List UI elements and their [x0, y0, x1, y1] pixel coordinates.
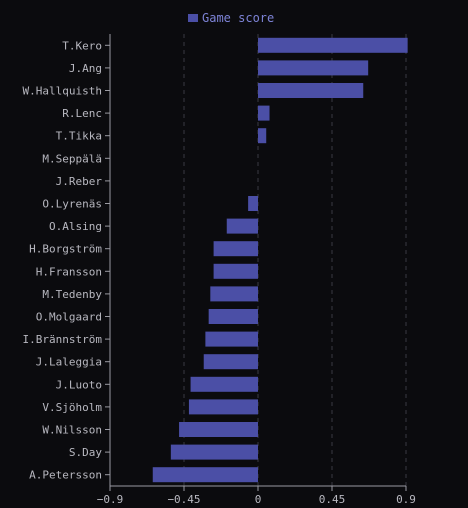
y-tick-label: W.Nilsson: [42, 424, 102, 437]
bar: [213, 241, 258, 257]
y-tick-label: O.Alsing: [49, 220, 102, 233]
y-tick-label: J.Ang: [69, 62, 102, 75]
bars: [152, 37, 408, 483]
y-tick-label: J.Reber: [56, 175, 103, 188]
bar: [203, 354, 258, 370]
bar: [248, 196, 258, 211]
y-tick-label: H.Fransson: [36, 265, 102, 278]
grid-lines: [109, 34, 407, 486]
bar: [152, 467, 258, 483]
y-tick-label: H.Borgström: [29, 243, 102, 256]
y-tick-label: T.Tikka: [56, 130, 102, 143]
bar: [208, 309, 258, 324]
y-tick-label: M.Tedenby: [42, 288, 102, 301]
y-tick-label: T.Kero: [62, 39, 102, 52]
y-tick-label: V.Sjöholm: [42, 401, 102, 414]
bar: [188, 399, 258, 415]
x-tick-label: 0.9: [396, 493, 416, 506]
y-tick-label: A.Petersson: [29, 469, 102, 482]
bar: [258, 105, 270, 121]
bar: [258, 128, 267, 144]
y-tick-label: J.Laleggia: [36, 356, 102, 369]
y-tick-label: I.Brännström: [23, 333, 103, 346]
bar: [170, 444, 258, 460]
y-tick-label: O.Lyrenäs: [42, 198, 102, 211]
y-tick-label: O.Molgaard: [36, 311, 102, 324]
bar: [210, 286, 258, 302]
legend-swatch: [188, 14, 198, 22]
x-tick-label: 0: [255, 493, 262, 506]
x-tick-label: 0.45: [319, 493, 346, 506]
bar: [205, 331, 258, 347]
legend: Game score: [188, 11, 274, 25]
x-tick-label: −0.45: [167, 493, 200, 506]
bar: [258, 37, 408, 53]
y-axis-labels: T.Kero J.Ang W.Hallquisth R.Lenc T.Tikka M.Se…: [23, 39, 103, 481]
y-tick-label: S.Day: [69, 446, 102, 459]
bar: [226, 218, 258, 234]
bar: [190, 376, 258, 392]
bar: [258, 60, 369, 76]
legend-label: Game score: [202, 11, 274, 25]
x-axis-labels: −0.9 −0.45 0 0.45 0.9: [97, 493, 416, 506]
y-tick-label: J.Luoto: [56, 378, 102, 391]
axes: [105, 34, 407, 491]
y-tick-label: W.Hallquisth: [23, 85, 102, 98]
y-tick-label: M.Seppälä: [42, 152, 102, 165]
x-tick-label: −0.9: [97, 493, 124, 506]
bar: [179, 422, 258, 437]
y-tick-label: R.Lenc: [62, 107, 102, 120]
bar: [213, 263, 258, 279]
bar: [258, 83, 364, 98]
